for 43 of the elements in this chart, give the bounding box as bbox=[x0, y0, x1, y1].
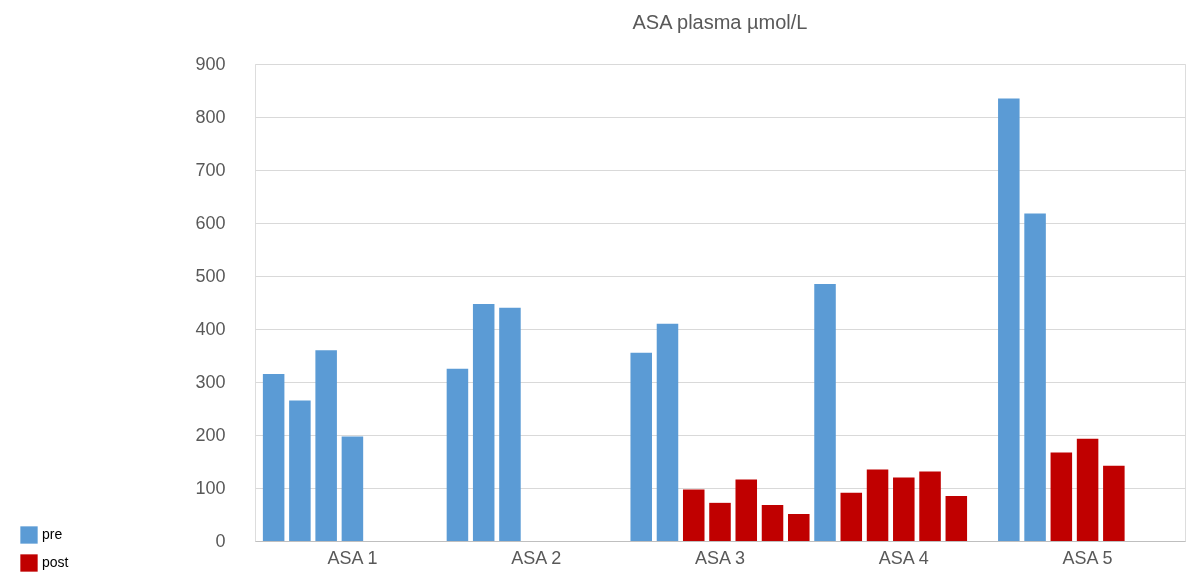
bar bbox=[1103, 465, 1125, 541]
x-tick-label: ASA 1 bbox=[327, 547, 378, 568]
bar bbox=[1050, 452, 1073, 541]
bar bbox=[446, 368, 469, 541]
bar bbox=[289, 400, 311, 541]
bar bbox=[945, 495, 968, 541]
bar bbox=[499, 307, 521, 541]
x-tick-label: ASA 4 bbox=[878, 547, 929, 568]
bar bbox=[840, 492, 863, 541]
bar bbox=[893, 477, 915, 541]
bar bbox=[709, 502, 731, 541]
x-tick-label: ASA 2 bbox=[511, 547, 562, 568]
bar bbox=[262, 374, 285, 541]
bar bbox=[788, 513, 810, 541]
y-tick-label: 100 bbox=[195, 477, 226, 498]
bar bbox=[1076, 438, 1099, 541]
bar bbox=[1024, 213, 1046, 541]
bar bbox=[682, 489, 705, 541]
y-tick-label: 300 bbox=[195, 371, 226, 392]
bar bbox=[814, 283, 836, 541]
y-tick-label: 800 bbox=[195, 106, 226, 127]
chart-title: ASA plasma µmol/L bbox=[632, 11, 808, 33]
y-tick-label: 200 bbox=[195, 424, 226, 445]
y-tick-label: 400 bbox=[195, 318, 226, 339]
legend-label: pre bbox=[42, 526, 63, 542]
bar bbox=[761, 504, 784, 541]
legend-label: post bbox=[42, 554, 69, 570]
bar bbox=[472, 304, 495, 541]
x-tick-label: ASA 5 bbox=[1062, 547, 1113, 568]
y-tick-label: 600 bbox=[195, 212, 226, 233]
y-tick-label: 900 bbox=[195, 53, 226, 74]
bar bbox=[656, 323, 679, 541]
bar bbox=[998, 98, 1020, 541]
bar bbox=[866, 469, 889, 541]
y-tick-label: 500 bbox=[195, 265, 226, 286]
bar bbox=[919, 471, 941, 541]
bar bbox=[735, 479, 758, 541]
bar bbox=[630, 352, 652, 541]
y-tick-label: 700 bbox=[195, 159, 226, 180]
bar bbox=[315, 350, 337, 541]
x-tick-label: ASA 3 bbox=[694, 547, 746, 568]
bar bbox=[341, 436, 364, 541]
y-tick-label: 0 bbox=[215, 530, 226, 551]
